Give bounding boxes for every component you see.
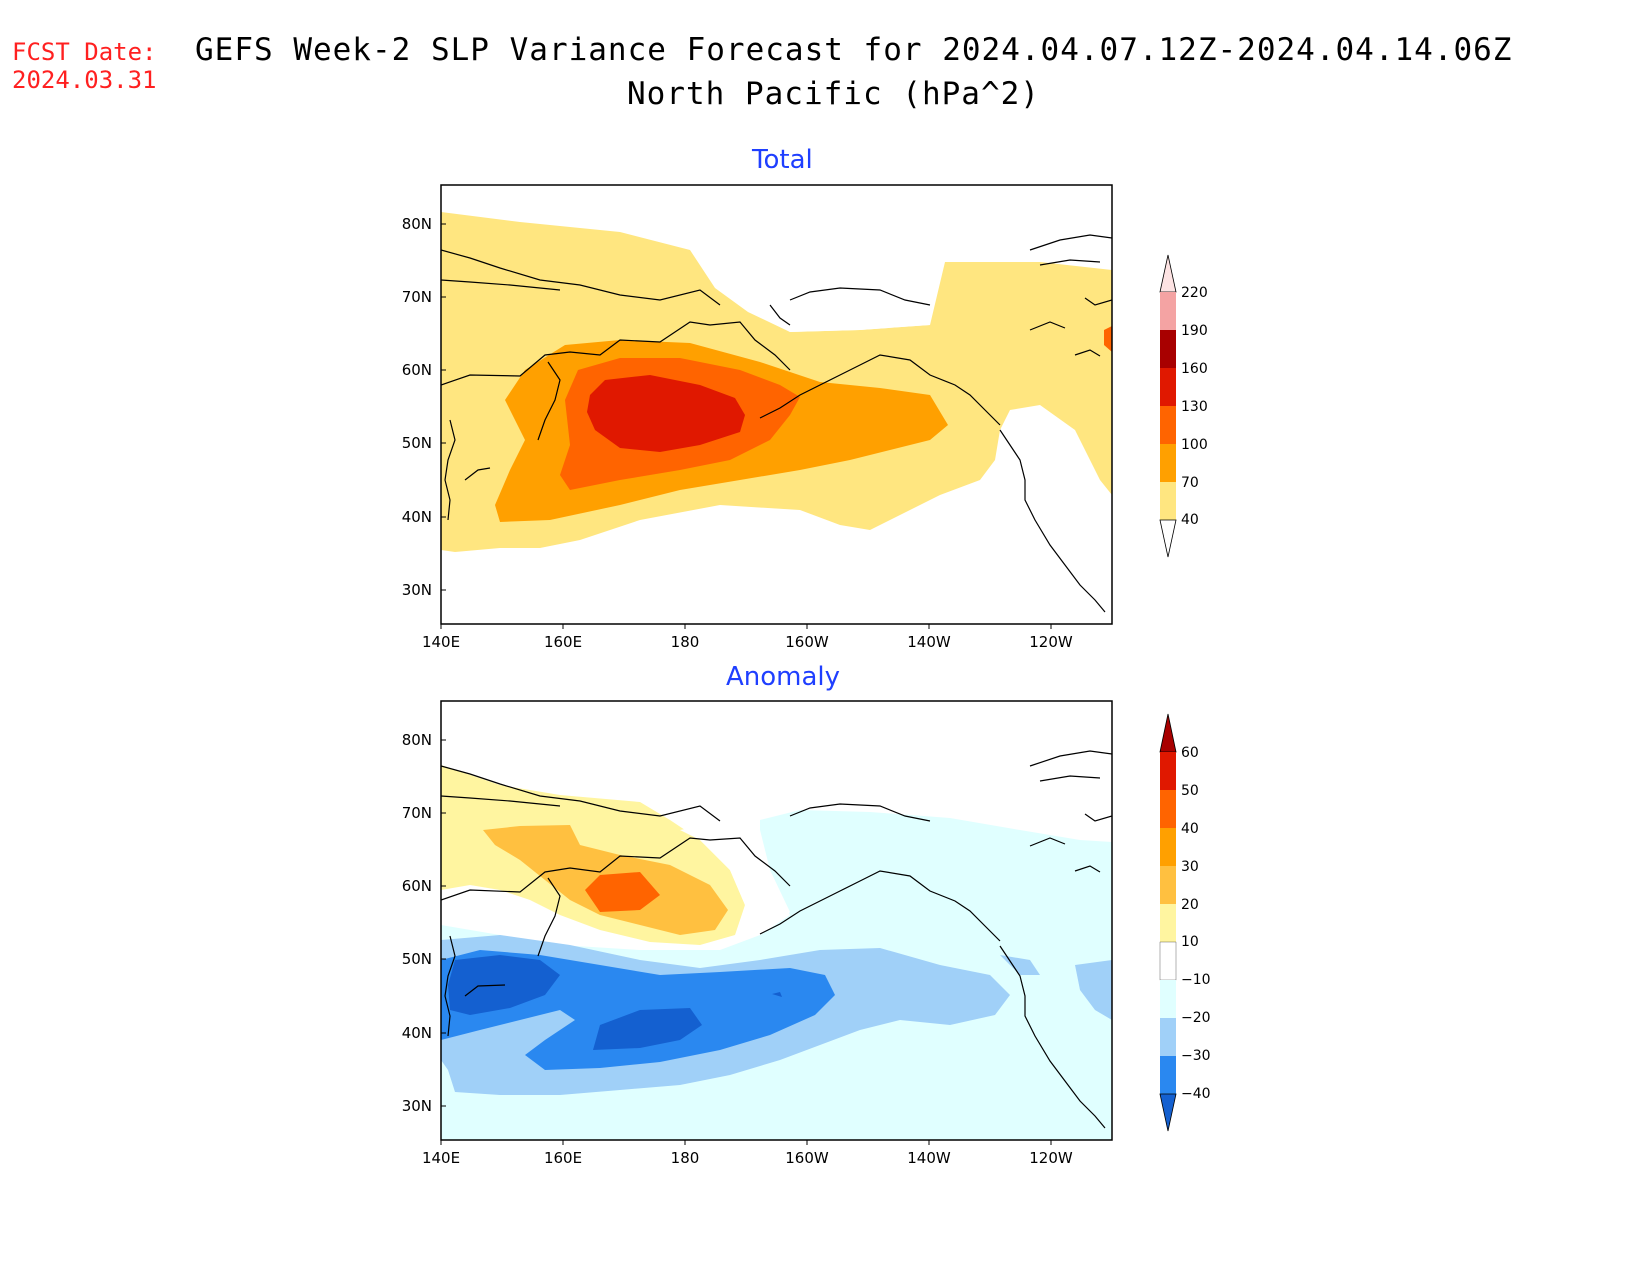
cb-total-label: 220 [1181,285,1208,301]
anomaly-lon-label: 140E [422,1149,460,1167]
cb-anom-swatch [1160,1018,1176,1056]
anomaly-lat-label: 40N [402,1024,432,1042]
cb-anom-swatch [1160,904,1176,942]
total-fill-130 [587,375,745,452]
anomaly-lon-label: 160W [785,1149,829,1167]
forecast-date: FCST Date: 2024.03.31 [12,38,157,94]
cb-anom-swatch [1160,790,1176,828]
cb-anom-swatch [1160,1056,1176,1094]
anomaly-lon-label: 140W [907,1149,951,1167]
anomaly-lat-label: 50N [402,950,432,968]
anomaly-fill-pos30 [585,872,660,912]
forecast-date-value: 2024.03.31 [12,66,157,94]
total-lat-label: 70N [402,288,432,306]
cb-anom-label: 50 [1181,783,1199,799]
total-lat-ticks [440,223,1052,629]
cb-anom-label: −30 [1181,1048,1211,1064]
total-lat-label: 60N [402,361,432,379]
cb-total-swatch [1160,292,1176,330]
colorbar-total: 220 190 160 130 100 70 40 [1159,254,1208,558]
cb-total-label: 160 [1181,361,1208,377]
cb-anom-swatch [1160,866,1176,904]
cb-anom-swatch [1160,752,1176,790]
cb-anom-swatch [1160,980,1176,1018]
cb-total-cap-bottom [1159,519,1177,558]
anomaly-lat-label: 70N [402,804,432,822]
total-lon-label: 140W [907,633,951,651]
cb-total-swatch [1160,368,1176,406]
total-lat-label: 50N [402,434,432,452]
cb-anom-label: 30 [1181,859,1199,875]
anomaly-lat-label: 30N [402,1097,432,1115]
anomaly-lon-label: 160E [544,1149,582,1167]
cb-anom-label: 60 [1181,745,1199,761]
panel-title-anomaly: Anomaly [726,662,841,692]
forecast-date-label: FCST Date: [12,38,157,66]
total-contours [441,212,1112,552]
cb-anom-label: 20 [1181,897,1199,913]
anomaly-coastlines [441,750,1112,1129]
anomaly-lon-label: 180 [671,1149,700,1167]
cb-anom-label: −20 [1181,1010,1211,1026]
total-lat-label: 40N [402,508,432,526]
cb-total-label: 70 [1181,475,1199,491]
anomaly-lat-label: 60N [402,877,432,895]
cb-total-label: 100 [1181,437,1208,453]
total-lat-label: 30N [402,581,432,599]
cb-total-swatch [1160,330,1176,368]
subtitle: North Pacific (hPa^2) [627,76,1040,112]
cb-anom-swatch [1159,941,1177,981]
total-lon-label: 120W [1029,633,1073,651]
cb-total-swatch [1160,444,1176,482]
cb-total-label: 130 [1181,399,1208,415]
cb-anom-label: −10 [1181,972,1211,988]
cb-anom-cap-top [1159,713,1177,753]
total-lon-label: 160E [544,633,582,651]
anomaly-contours [441,765,1112,1140]
colorbar-anomaly: 60 50 40 30 20 10 −10 −20 −30 −40 [1159,713,1211,1132]
cb-anom-label: −40 [1181,1086,1211,1102]
anomaly-lat-label: 80N [402,731,432,749]
anomaly-lon-label: 120W [1029,1149,1073,1167]
anomaly-ticks [440,739,1052,1145]
cb-anom-label: 10 [1181,934,1199,950]
map-panel-total: 80N 70N 60N 50N 40N 30N 140E 160E 180 16… [402,184,1113,651]
total-lon-label: 180 [671,633,700,651]
cb-anom-cap-bottom [1159,1093,1177,1132]
cb-total-swatch [1160,482,1176,520]
map-panel-anomaly: 80N 70N 60N 50N 40N 30N 140E 160E 180 16… [402,700,1113,1167]
cb-anom-swatch [1160,828,1176,866]
cb-anom-label: 40 [1181,821,1199,837]
cb-total-label: 190 [1181,323,1208,339]
main-title: GEFS Week-2 SLP Variance Forecast for 20… [195,32,1513,68]
total-lon-label: 140E [422,633,460,651]
cb-total-cap-top [1159,254,1177,293]
cb-total-label: 40 [1181,512,1199,528]
total-lat-label: 80N [402,215,432,233]
cb-total-swatch [1160,406,1176,444]
panel-title-total: Total [752,145,813,175]
total-lon-label: 160W [785,633,829,651]
total-coastlines [441,234,1112,613]
anomaly-fill-neg40b [593,1008,702,1050]
